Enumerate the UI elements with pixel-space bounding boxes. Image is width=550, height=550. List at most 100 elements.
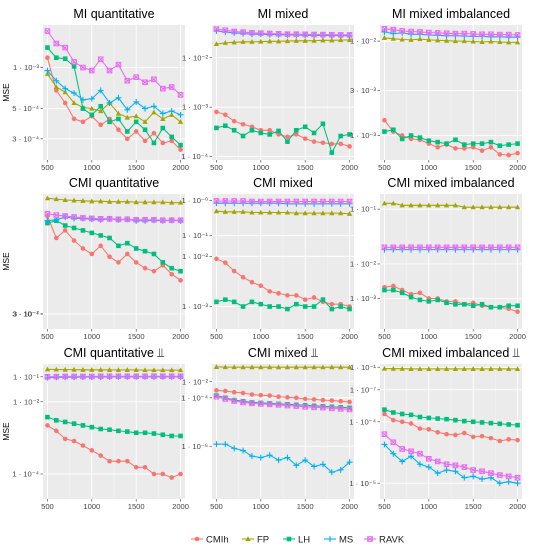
data-point-lh [382, 407, 387, 412]
data-point-lh [311, 304, 317, 309]
data-point-ravk [71, 373, 77, 380]
data-point-lh [329, 404, 335, 410]
data-point-lh [240, 133, 246, 139]
data-point-lh [107, 235, 112, 241]
data-point-lh [142, 127, 148, 133]
data-point-lh [311, 130, 317, 136]
data-point-ravk [505, 244, 512, 251]
data-point-cmih [223, 260, 228, 265]
data-point-cmih [249, 124, 255, 130]
series-line-lh [384, 129, 518, 147]
data-point-ravk [115, 373, 122, 380]
series-line-lh [47, 416, 181, 437]
data-point-ravk [461, 464, 468, 470]
series-layer [44, 195, 184, 283]
data-point-fp [267, 209, 273, 215]
data-point-fp [133, 113, 139, 119]
x-tick-label: 1000 [420, 332, 437, 341]
data-point-lh [160, 432, 166, 438]
data-point-lh [302, 124, 308, 130]
data-point-lh [391, 287, 396, 293]
data-point-lh [426, 299, 432, 304]
data-point-lh [497, 143, 503, 148]
data-point-lh [160, 125, 166, 131]
data-point-fp [177, 119, 184, 124]
data-point-ms [293, 462, 300, 469]
data-point-lh [62, 223, 68, 228]
y-tick-label: 1 · 10⁻² [350, 260, 376, 269]
data-point-ravk [461, 30, 468, 37]
data-point-ravk [151, 216, 157, 223]
data-point-ravk [97, 56, 104, 63]
data-point-cmih [426, 427, 432, 432]
data-point-ms [240, 447, 247, 454]
data-point-fp [470, 366, 476, 371]
panel-cmi-mixed: CMI mixed ⫫ 500 1000 1500 2000 1 · 10⁻² 1 · 10… [181, 346, 358, 511]
data-point-cmih [320, 140, 326, 146]
data-point-cmih [45, 55, 50, 61]
data-point-fp [240, 39, 246, 44]
data-point-fp [452, 202, 459, 208]
data-point-lh [435, 139, 440, 145]
series-line-ravk [384, 28, 518, 36]
data-point-ravk [337, 406, 344, 412]
data-point-ms [399, 458, 406, 465]
data-point-ravk [488, 244, 494, 251]
data-point-fp [320, 37, 326, 43]
data-point-fp [435, 366, 441, 371]
data-point-ravk [452, 462, 459, 469]
data-point-ravk [434, 244, 441, 251]
data-point-ravk [177, 373, 184, 380]
data-point-ms [266, 452, 273, 459]
series-line-lh [47, 220, 181, 272]
data-point-fp [329, 210, 335, 216]
data-point-fp [62, 89, 68, 95]
data-point-fp [275, 38, 282, 44]
data-point-fp [399, 365, 405, 371]
y-tick-label: 1 · 10⁻³ [182, 302, 208, 311]
data-point-lh [320, 297, 326, 302]
data-point-ravk [426, 455, 432, 462]
data-point-cmih [391, 283, 396, 289]
data-point-ravk [89, 215, 95, 222]
data-point-fp [488, 204, 494, 210]
data-point-ravk [213, 26, 220, 32]
data-point-fp [231, 39, 237, 45]
data-point-fp [506, 204, 512, 210]
data-point-fp [71, 197, 77, 203]
series-line-lh [216, 298, 350, 310]
data-point-fp [89, 105, 95, 111]
panel-title: CMI mixed [253, 176, 313, 190]
x-tick-label: 1500 [297, 502, 314, 511]
panel-cmi-mixed: CMI mixed 500 1000 1500 2000 1 · 10⁻⁰ 1 · 10⁻¹… [182, 176, 359, 341]
data-point-ravk [240, 198, 246, 204]
series-layer [213, 26, 353, 155]
data-point-fp [53, 84, 59, 90]
data-point-cmih [223, 388, 228, 394]
data-point-ravk [231, 198, 237, 204]
data-point-ravk [443, 461, 450, 468]
data-point-fp [258, 38, 264, 44]
data-point-cmih [453, 146, 458, 151]
data-point-ms [452, 468, 459, 475]
data-point-cmih [329, 141, 335, 147]
y-tick-label: 1 · 10⁻⁶ [181, 442, 208, 451]
data-point-ravk [434, 30, 441, 36]
data-point-lh [71, 421, 77, 426]
x-tick-label: 1500 [465, 163, 482, 172]
x-tick-label: 500 [210, 163, 223, 172]
data-point-lh [444, 416, 449, 422]
x-tick-label: 500 [378, 163, 391, 172]
data-point-ravk [97, 373, 104, 380]
data-point-fp [390, 365, 396, 371]
data-point-ravk [302, 31, 308, 38]
x-tick-label: 1500 [465, 332, 482, 341]
data-point-lh [89, 230, 95, 236]
data-point-ravk [337, 32, 344, 38]
data-point-fp [488, 38, 494, 44]
data-point-lh [399, 136, 405, 142]
series-line-fp [216, 210, 350, 215]
data-point-ravk [470, 244, 476, 251]
data-point-fp [479, 204, 485, 210]
data-point-ravk [443, 244, 450, 251]
